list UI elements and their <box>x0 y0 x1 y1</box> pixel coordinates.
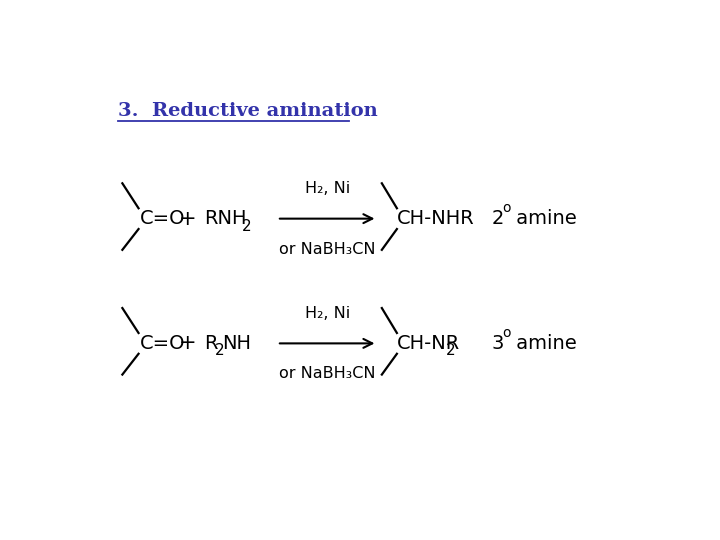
Text: H₂, Ni: H₂, Ni <box>305 181 350 196</box>
Text: CH-NHR: CH-NHR <box>397 209 474 228</box>
Text: amine: amine <box>510 209 577 228</box>
Text: C=O: C=O <box>140 209 186 228</box>
Text: or NaBH₃CN: or NaBH₃CN <box>279 241 375 256</box>
Text: +: + <box>179 208 197 228</box>
Text: CH-NR: CH-NR <box>397 334 460 353</box>
Text: NH: NH <box>222 334 251 353</box>
Text: H₂, Ni: H₂, Ni <box>305 306 350 321</box>
Text: or NaBH₃CN: or NaBH₃CN <box>279 366 375 381</box>
Text: RNH: RNH <box>204 209 247 228</box>
Text: o: o <box>502 326 510 340</box>
Text: 2: 2 <box>243 219 252 234</box>
Text: 2: 2 <box>446 343 456 359</box>
Text: +: + <box>179 333 197 353</box>
Text: R: R <box>204 334 218 353</box>
Text: 2: 2 <box>492 209 504 228</box>
Text: 3: 3 <box>492 334 504 353</box>
Text: amine: amine <box>510 334 577 353</box>
Text: 3.  Reductive amination: 3. Reductive amination <box>118 102 378 120</box>
Text: 2: 2 <box>215 343 224 359</box>
Text: o: o <box>502 201 510 215</box>
Text: C=O: C=O <box>140 334 186 353</box>
